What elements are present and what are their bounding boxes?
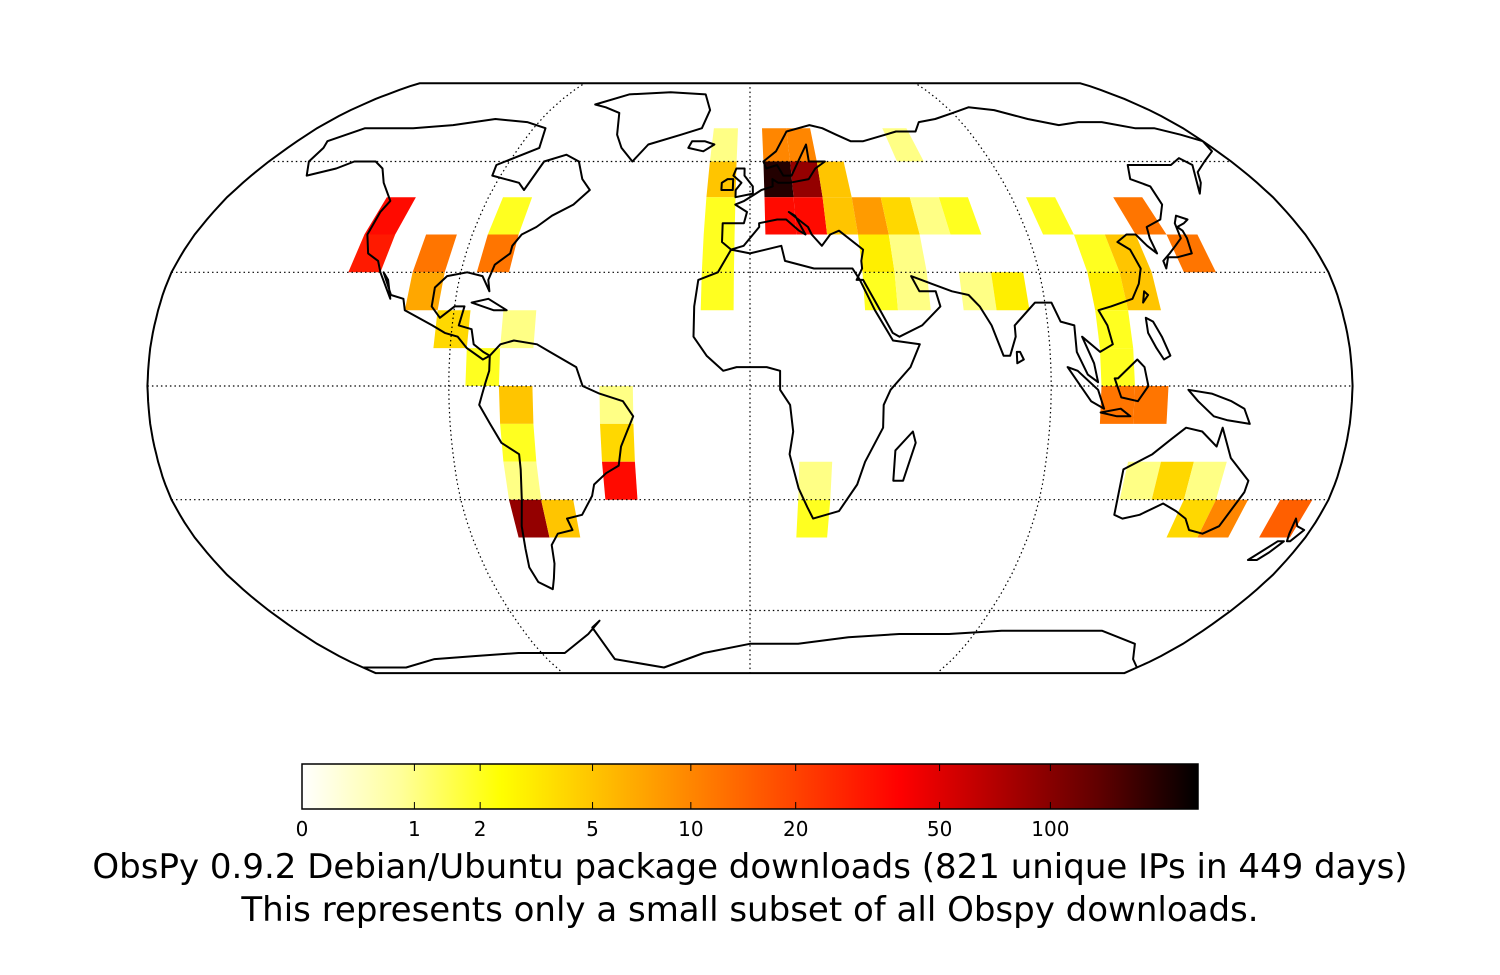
coastline-philippines bbox=[1144, 316, 1172, 361]
colorbar-gradient bbox=[301, 763, 1199, 810]
coastline-africa bbox=[692, 244, 921, 520]
heatmap-cell bbox=[822, 197, 858, 235]
colorbar-ticks: 0 1 2 5 10 20 50 100 bbox=[296, 764, 1069, 841]
heatmap-cell bbox=[476, 234, 519, 273]
colorbar-tick-label: 10 bbox=[678, 817, 703, 841]
coastline-antarctica bbox=[363, 619, 1138, 669]
heatmap-cell bbox=[858, 234, 895, 273]
coastline-ireland bbox=[720, 178, 735, 191]
colorbar-tick-label: 2 bbox=[474, 817, 487, 841]
heatmap-cell bbox=[862, 272, 898, 311]
heatmap-cell bbox=[1087, 272, 1129, 311]
coastline-sumatra bbox=[1066, 366, 1106, 410]
heatmap-cell bbox=[348, 234, 396, 273]
heatmap-cell bbox=[1151, 461, 1194, 500]
heatmap-cell bbox=[404, 272, 445, 311]
heatmap-cell bbox=[1166, 499, 1216, 538]
heatmap-cell bbox=[700, 272, 734, 311]
graticule bbox=[147, 83, 1353, 674]
heatmap-cell bbox=[786, 128, 817, 162]
heatmap-cell bbox=[880, 197, 920, 235]
coastline-britain bbox=[732, 167, 754, 199]
heatmap-cell bbox=[498, 386, 534, 424]
heatmap-cell bbox=[487, 197, 533, 235]
coastline-eurasia bbox=[721, 106, 1213, 384]
heatmap-cell bbox=[1099, 386, 1135, 424]
heatmap-cell bbox=[599, 386, 634, 424]
heatmap-cell bbox=[412, 234, 457, 273]
coastline-java bbox=[1099, 407, 1132, 418]
heatmap-cell bbox=[1183, 461, 1227, 500]
coastline-cuba bbox=[470, 297, 508, 312]
coastline-iceland bbox=[687, 140, 716, 153]
coastline-australia bbox=[1113, 426, 1250, 535]
meridian-line bbox=[448, 83, 591, 674]
figure-title: ObsPy 0.9.2 Debian/Ubuntu package downlo… bbox=[92, 847, 1408, 887]
heatmap-cell bbox=[888, 234, 927, 273]
heatmap-cell bbox=[1026, 197, 1074, 235]
heatmap-cell bbox=[991, 272, 1030, 311]
coastline-new-zealand-n bbox=[1285, 517, 1306, 543]
colorbar-tick-label: 50 bbox=[927, 817, 952, 841]
heatmap-cell bbox=[958, 272, 997, 311]
heatmap-cell bbox=[816, 161, 852, 198]
heatmap-cell bbox=[1133, 386, 1169, 424]
heatmap-cell bbox=[851, 197, 889, 235]
colorbar-tick-label: 1 bbox=[408, 817, 421, 841]
coastline-borneo bbox=[1113, 358, 1150, 403]
heatmap-cell bbox=[1259, 499, 1313, 538]
coastline-new-guinea bbox=[1187, 388, 1251, 425]
heatmap-cell bbox=[1113, 197, 1167, 235]
heatmap-cell bbox=[798, 461, 833, 500]
coastline-madagascar bbox=[892, 430, 917, 482]
heatmap-cell bbox=[701, 234, 735, 273]
heatmap-cell bbox=[1197, 499, 1249, 538]
heatmap-cell bbox=[602, 461, 638, 500]
heatmap-cell bbox=[364, 197, 416, 235]
coastline-japan bbox=[1162, 214, 1193, 270]
meridian-line bbox=[909, 83, 1052, 674]
heatmap-cell bbox=[500, 423, 537, 462]
coastline-taiwan bbox=[1142, 290, 1150, 304]
colorbar: 0 1 2 5 10 20 50 100 bbox=[296, 763, 1199, 841]
heatmap-cell bbox=[703, 197, 736, 235]
heatmap-cell bbox=[503, 461, 542, 500]
heatmap-cell bbox=[764, 197, 797, 235]
heatmap-cell bbox=[909, 197, 951, 235]
coastline-sri-lanka bbox=[1015, 350, 1025, 365]
heatmap-cell bbox=[465, 348, 501, 386]
heatmap-cell bbox=[706, 161, 737, 198]
heatmap-cell bbox=[600, 423, 635, 462]
heatmap-cell bbox=[709, 128, 738, 162]
heatmap-cell bbox=[894, 272, 931, 311]
coastline-greenland bbox=[594, 91, 712, 163]
heatmap-cell bbox=[500, 310, 537, 349]
heatmap-cells bbox=[348, 128, 1313, 538]
heatmap-cell bbox=[1119, 461, 1161, 500]
heatmap-cell bbox=[1104, 234, 1152, 273]
colorbar-tick-label: 5 bbox=[586, 817, 599, 841]
coastlines bbox=[305, 91, 1306, 669]
heatmap-cell bbox=[1073, 234, 1120, 273]
colorbar-tick-label: 0 bbox=[296, 817, 309, 841]
heatmap-cell bbox=[763, 161, 794, 198]
colorbar-tick-label: 100 bbox=[1031, 817, 1069, 841]
world-map bbox=[146, 82, 1354, 675]
heatmap-cell bbox=[882, 128, 924, 162]
heatmap-cell bbox=[793, 197, 828, 235]
coastline-south-america bbox=[478, 339, 635, 591]
coastline-new-zealand-s bbox=[1246, 540, 1285, 561]
heatmap-cell bbox=[938, 197, 982, 235]
map-boundary bbox=[146, 82, 1354, 675]
coastline-north-america bbox=[305, 118, 591, 361]
colorbar-tick-label: 20 bbox=[783, 817, 808, 841]
heatmap-cell bbox=[1099, 348, 1135, 386]
figure-subtitle: This represents only a small subset of a… bbox=[241, 890, 1259, 930]
heatmap-cell bbox=[509, 499, 550, 538]
